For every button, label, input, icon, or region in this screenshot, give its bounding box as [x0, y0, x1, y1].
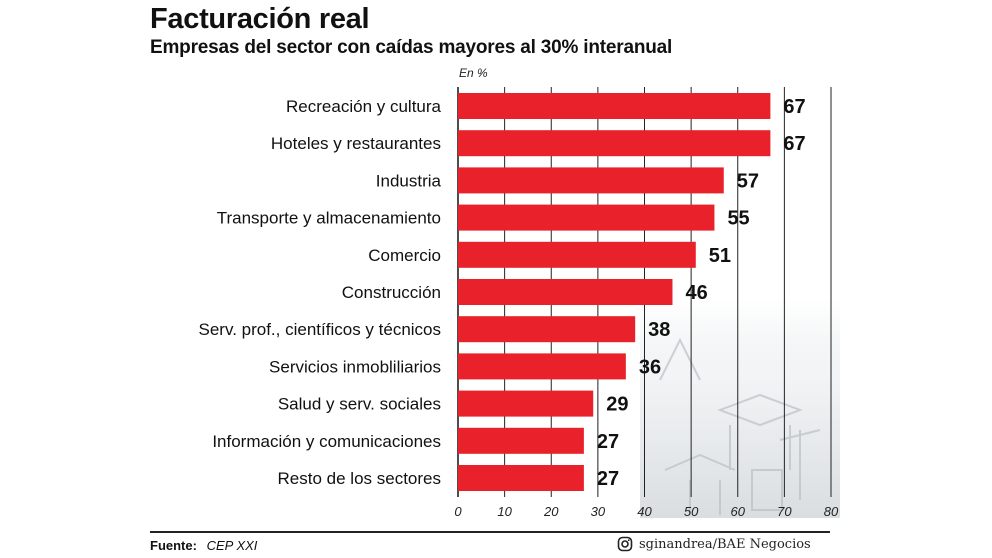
background-photo	[640, 300, 840, 518]
source-note: Fuente: CEP XXI	[150, 538, 257, 553]
category-label: Comercio	[368, 246, 441, 265]
x-tick-label: 30	[591, 504, 606, 519]
bars	[458, 93, 771, 491]
bar	[458, 465, 584, 491]
chart-title: Facturación real	[150, 3, 370, 35]
category-labels: Recreación y cultura Hoteles y restaurant…	[199, 97, 442, 488]
value-label: 36	[639, 356, 661, 378]
category-label: Recreación y cultura	[286, 97, 442, 116]
bar	[458, 316, 636, 343]
bar	[458, 241, 696, 268]
credit-text: sginandrea/BAE Negocios	[639, 536, 811, 552]
chart-subtitle: Empresas del sector con caídas mayores a…	[150, 37, 673, 58]
x-tick-label: 50	[684, 504, 699, 519]
value-label: 67	[783, 96, 805, 118]
value-label: 57	[737, 170, 759, 192]
value-label: 51	[709, 245, 731, 267]
category-label: Transporte y almacenamiento	[217, 209, 441, 228]
bar	[458, 427, 584, 454]
x-tick-label: 40	[637, 504, 652, 519]
value-label: 38	[648, 319, 670, 341]
value-label: 27	[597, 431, 619, 453]
bar-chart: Recreación y cultura Hoteles y restaurant…	[199, 87, 840, 519]
bar	[458, 204, 715, 231]
unit-label: En %	[459, 66, 488, 80]
bar	[458, 390, 594, 417]
value-label: 55	[727, 208, 749, 230]
source-value: CEP XXI	[206, 538, 258, 553]
x-tick-label: 80	[824, 504, 839, 519]
bar	[458, 93, 771, 119]
bar	[458, 167, 724, 194]
bar	[458, 279, 673, 305]
value-label: 67	[783, 133, 805, 155]
x-tick-label: 70	[777, 504, 792, 519]
x-tick-label: 0	[454, 504, 462, 519]
footer-divider	[150, 531, 830, 533]
value-label: 29	[606, 394, 628, 416]
instagram-icon	[617, 536, 633, 552]
category-label: Hoteles y restaurantes	[271, 134, 441, 153]
x-axis-ticks: 0 10 20 30 40 50 60 70 80	[454, 504, 839, 519]
category-label: Construcción	[342, 283, 441, 302]
bar	[458, 130, 771, 157]
category-label: Salud y serv. sociales	[278, 395, 441, 414]
category-label: Información y comunicaciones	[212, 432, 441, 451]
source-label: Fuente:	[150, 538, 197, 553]
value-label: 46	[685, 282, 707, 304]
x-tick-label: 10	[497, 504, 512, 519]
category-label: Serv. prof., científicos y técnicos	[199, 320, 442, 339]
credit: sginandrea/BAE Negocios	[617, 536, 811, 552]
category-label: Industria	[376, 171, 442, 190]
bar	[458, 353, 626, 380]
value-label: 27	[597, 468, 619, 490]
x-tick-label: 60	[731, 504, 746, 519]
category-label: Servicios inmobliliarios	[269, 357, 441, 376]
category-label: Resto de los sectores	[278, 469, 441, 488]
x-tick-label: 20	[543, 504, 559, 519]
